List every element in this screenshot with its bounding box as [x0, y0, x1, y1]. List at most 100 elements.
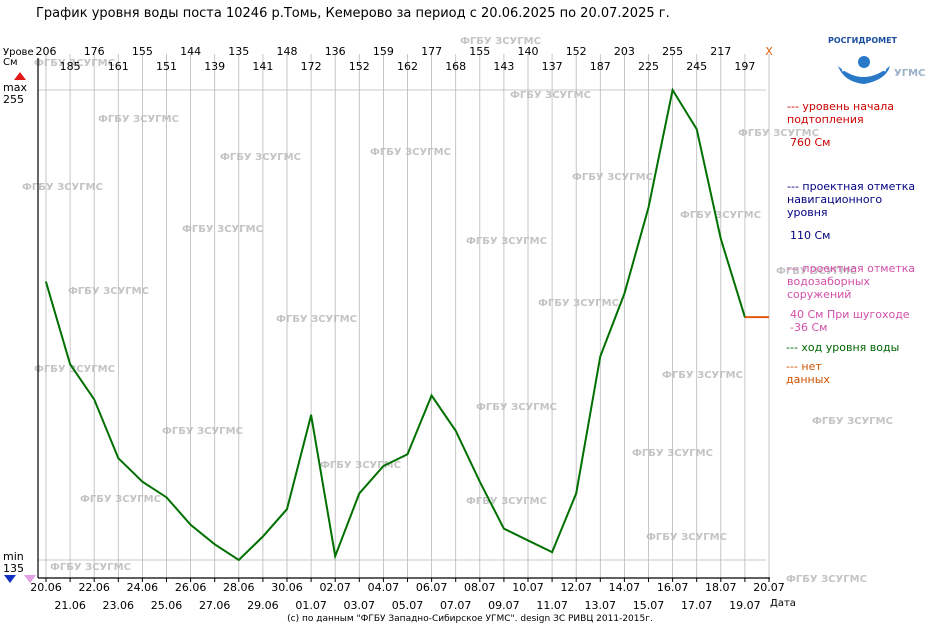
- series-layer: [45, 87, 769, 562]
- date-tick-label: 27.06: [199, 599, 231, 612]
- date-tick-label: 04.07: [368, 581, 400, 594]
- top-value-label: 135: [228, 45, 249, 58]
- date-tick-label: 08.07: [464, 581, 496, 594]
- watermark-text: ФГБУ ЗСУГМС: [572, 172, 653, 183]
- watermark-text: ФГБУ ЗСУГМС: [162, 426, 243, 437]
- date-tick-label: 10.07: [512, 581, 544, 594]
- legend-item: 110 См: [790, 229, 831, 242]
- date-tick-label: 23.06: [103, 599, 135, 612]
- watermark-text: ФГБУ ЗСУГМС: [370, 147, 451, 158]
- top-value-label: 137: [542, 60, 563, 73]
- date-tick-label: 12.07: [560, 581, 592, 594]
- top-value-label: 168: [445, 60, 466, 73]
- top-value-label: 187: [590, 60, 611, 73]
- watermark-text: ФГБУ ЗСУГМС: [466, 236, 547, 247]
- top-value-label: 161: [108, 60, 129, 73]
- top-value-label: 176: [84, 45, 105, 58]
- watermark-text: ФГБУ ЗСУГМС: [276, 314, 357, 325]
- data-point: [358, 492, 361, 495]
- watermark-text: ФГБУ ЗСУГМС: [538, 298, 619, 309]
- watermark-text: ФГБУ ЗСУГМС: [776, 266, 857, 277]
- top-value-label: 152: [349, 60, 370, 73]
- legend-item: --- проектная отметка навигационного уро…: [787, 180, 916, 219]
- data-point: [286, 508, 288, 510]
- data-point: [45, 281, 47, 283]
- top-value-label: 136: [325, 45, 346, 58]
- watermark-text: ФГБУ ЗСУГМС: [662, 370, 743, 381]
- top-value-label: 225: [638, 60, 659, 73]
- min-arrow-icon: [4, 575, 16, 583]
- watermark-text: ФГБУ ЗСУГМС: [34, 58, 115, 69]
- data-point: [599, 355, 602, 358]
- date-tick-label: 18.07: [705, 581, 737, 594]
- data-point: [551, 551, 553, 553]
- legend-item: --- уровень начала подтопления: [787, 100, 894, 126]
- top-value-label: 177: [421, 45, 442, 58]
- date-tick-label: 05.07: [392, 599, 424, 612]
- data-point: [238, 559, 240, 561]
- top-value-label: 206: [36, 45, 57, 58]
- data-point: [575, 492, 577, 495]
- watermark-layer: ФГБУ ЗСУГМС ФГБУ ЗСУГМС ФГБУ ЗСУГМС ФГБУ ЗС…: [22, 36, 893, 585]
- data-point: [117, 457, 120, 459]
- data-point: [623, 292, 626, 295]
- date-tick-label: 26.06: [175, 581, 207, 594]
- watermark-text: ФГБУ ЗСУГМС: [476, 402, 557, 413]
- watermark-text: ФГБУ ЗСУГМС: [460, 36, 541, 47]
- data-point: [310, 414, 312, 416]
- data-point: [503, 527, 505, 530]
- top-value-label: 152: [566, 45, 587, 58]
- date-tick-label: 25.06: [151, 599, 183, 612]
- top-value-label: 151: [156, 60, 177, 73]
- max-label: max: [3, 81, 27, 94]
- date-tick-label: 09.07: [488, 599, 520, 612]
- top-value-label: 203: [614, 45, 635, 58]
- top-value-label: 197: [734, 60, 755, 73]
- x-axis-label: Дата: [770, 598, 796, 609]
- date-tick-label: 06.07: [416, 581, 448, 594]
- watermark-text: ФГБУ ЗСУГМС: [22, 182, 103, 193]
- intake-arrow-icon: [24, 575, 36, 583]
- data-point: [671, 89, 674, 91]
- data-point: [189, 523, 192, 526]
- watermark-text: ФГБУ ЗСУГМС: [80, 494, 161, 505]
- watermark-text: ФГБУ ЗСУГМС: [182, 224, 263, 235]
- data-point: [382, 465, 385, 467]
- date-tick-label: 30.06: [271, 581, 303, 594]
- data-point: [334, 555, 337, 557]
- date-tick-label: 19.07: [729, 599, 761, 612]
- data-point: [695, 128, 698, 130]
- legend-item: --- нет данных: [786, 360, 830, 386]
- date-tick-label: 15.07: [633, 599, 665, 612]
- date-tick-label: 29.06: [247, 599, 279, 612]
- data-point: [213, 543, 216, 546]
- data-point: [93, 398, 95, 401]
- data-point: [165, 496, 168, 499]
- date-tick-label: 28.06: [223, 581, 255, 594]
- top-value-label: 141: [252, 60, 273, 73]
- top-value-label: 148: [277, 45, 298, 58]
- top-value-label: 255: [662, 45, 683, 58]
- max-arrow-icon: [14, 72, 26, 80]
- watermark-text: ФГБУ ЗСУГМС: [646, 532, 727, 543]
- data-point: [430, 394, 433, 397]
- y-axis-label: Урове: [3, 47, 34, 58]
- data-point: [720, 238, 722, 240]
- watermark-text: ФГБУ ЗСУГМС: [68, 286, 149, 297]
- page-title: График уровня воды поста 10246 р.Томь, К…: [36, 6, 670, 21]
- date-tick-label: 13.07: [585, 599, 617, 612]
- top-value-label: 144: [180, 45, 201, 58]
- date-tick-label: 01.07: [295, 599, 327, 612]
- date-tick-label: 17.07: [681, 599, 713, 612]
- date-tick-label: 11.07: [536, 599, 568, 612]
- date-tick-label: 24.06: [127, 581, 159, 594]
- date-tick-label: 03.07: [344, 599, 376, 612]
- watermark-text: ФГБУ ЗСУГМС: [98, 114, 179, 125]
- grid-layer: [38, 54, 770, 578]
- logo-name: РОСГИДРОМЕТ: [828, 36, 897, 45]
- data-point: [406, 453, 409, 456]
- top-value-label: 185: [60, 60, 81, 73]
- close-mark: X: [765, 45, 773, 58]
- min-value: 135: [3, 562, 24, 575]
